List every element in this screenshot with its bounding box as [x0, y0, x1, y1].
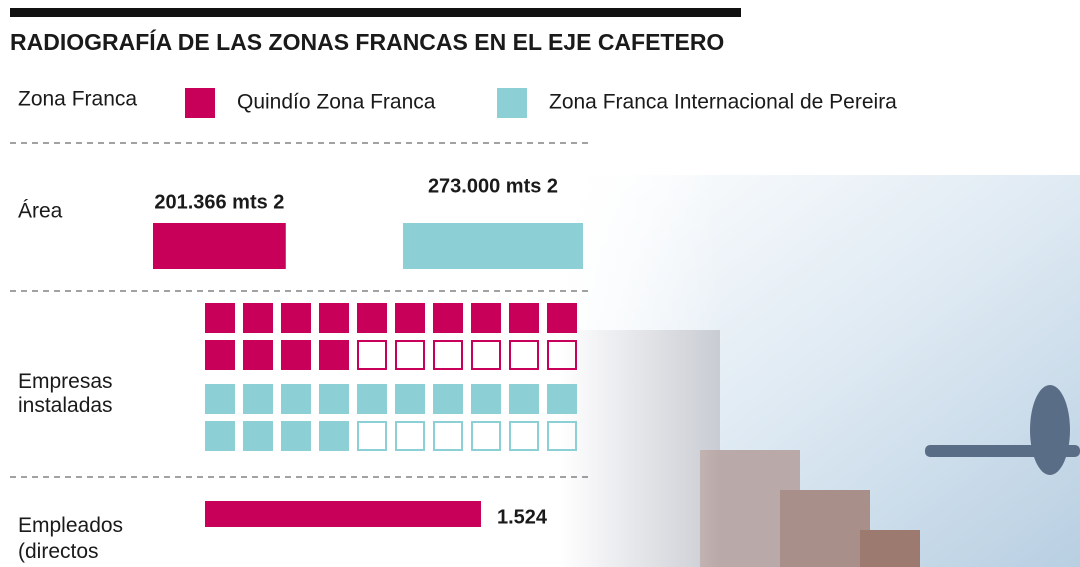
company-square	[281, 384, 311, 414]
company-square	[243, 303, 273, 333]
value-label: 201.366 mts 2	[154, 191, 284, 213]
company-square	[243, 421, 273, 451]
empty-square	[547, 421, 577, 451]
company-square	[319, 421, 349, 451]
row-label-line: Empresas	[18, 370, 113, 393]
row-label-line: instaladas	[18, 394, 113, 417]
company-square	[281, 303, 311, 333]
company-square	[471, 303, 501, 333]
empty-square	[357, 421, 387, 451]
empty-square	[433, 421, 463, 451]
company-square	[319, 384, 349, 414]
title: RADIOGRAFÍA DE LAS ZONAS FRANCAS EN EL E…	[10, 28, 724, 55]
company-square	[509, 303, 539, 333]
empty-square	[509, 421, 539, 451]
legend-swatch	[497, 88, 527, 118]
company-square	[547, 384, 577, 414]
company-square	[205, 340, 235, 370]
empty-square	[395, 340, 425, 370]
area-bar	[403, 223, 583, 269]
area-bar	[153, 223, 286, 269]
company-square	[433, 384, 463, 414]
background-photo	[560, 175, 1080, 567]
empty-square	[547, 340, 577, 370]
top-rule	[10, 8, 741, 17]
empty-square	[471, 421, 501, 451]
employees-bar	[205, 501, 481, 527]
company-square	[395, 384, 425, 414]
empty-square	[433, 340, 463, 370]
company-square	[205, 421, 235, 451]
value-label: 1.524	[497, 506, 548, 528]
company-square	[395, 303, 425, 333]
company-square	[357, 303, 387, 333]
row-label-line: Empleados	[18, 514, 123, 537]
company-square	[243, 384, 273, 414]
empty-square	[509, 340, 539, 370]
empty-square	[357, 340, 387, 370]
company-square	[281, 421, 311, 451]
empty-square	[471, 340, 501, 370]
company-square	[547, 303, 577, 333]
separators	[10, 142, 592, 478]
row-label: Empresas instaladas	[18, 370, 113, 417]
company-square	[319, 303, 349, 333]
company-square	[243, 340, 273, 370]
company-square	[205, 384, 235, 414]
company-square	[319, 340, 349, 370]
company-square	[433, 303, 463, 333]
legend-swatch	[185, 88, 215, 118]
row-label-line: (directos	[18, 540, 99, 563]
company-square	[205, 303, 235, 333]
row-label: Área	[18, 200, 63, 223]
company-square	[281, 340, 311, 370]
company-square	[357, 384, 387, 414]
empty-square	[395, 421, 425, 451]
legend-label: Zona Franca	[18, 88, 137, 111]
company-square	[509, 384, 539, 414]
value-label: 273.000 mts 2	[428, 175, 558, 197]
legend-entry: Quindío Zona Franca	[237, 91, 436, 114]
legend-entry: Zona Franca Internacional de Pereira	[549, 91, 897, 114]
row-label: Empleados (directos	[18, 514, 123, 563]
company-square	[471, 384, 501, 414]
